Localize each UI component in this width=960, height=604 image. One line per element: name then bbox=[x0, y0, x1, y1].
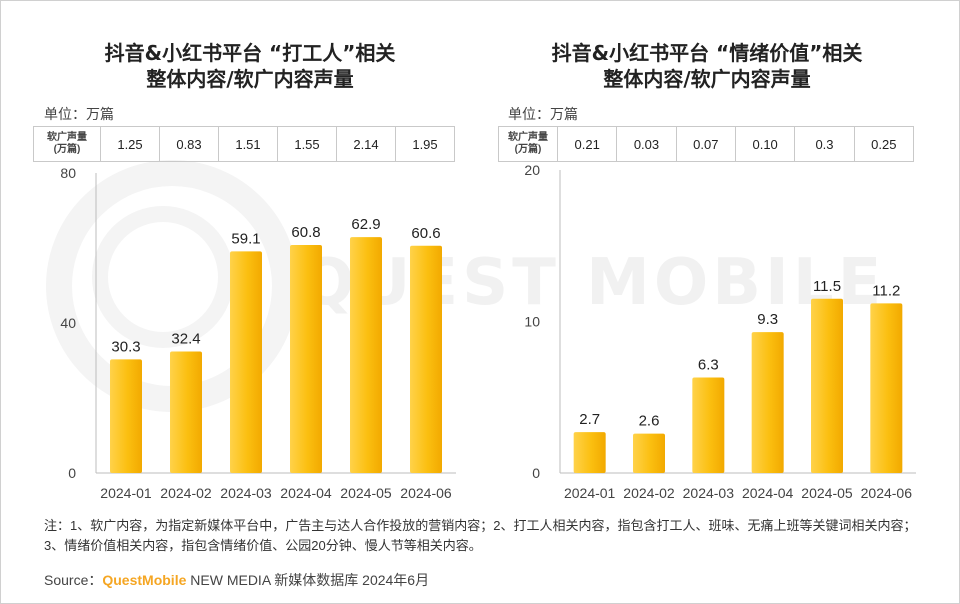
bar bbox=[290, 245, 322, 473]
y-tick-label: 20 bbox=[524, 162, 540, 178]
sales-table-cell: 0.83 bbox=[159, 126, 219, 162]
sales-table-cell: 0.10 bbox=[734, 126, 796, 162]
sales-table-row: 软广声量 (万篇) 1.25 0.83 1.51 1.55 2.14 1.95 bbox=[33, 126, 455, 162]
x-tick-label: 2024-03 bbox=[220, 485, 272, 501]
bar bbox=[692, 377, 725, 473]
sales-table-cell: 0.03 bbox=[616, 126, 677, 162]
bar bbox=[633, 433, 665, 473]
left-chart-title-line1: 抖音&小红书平台 “打工人”相关 bbox=[104, 41, 396, 65]
left-chart-title-line2: 整体内容/软广内容声量 bbox=[146, 67, 354, 91]
x-tick-label: 2024-06 bbox=[400, 485, 452, 501]
x-tick-label: 2024-04 bbox=[280, 485, 332, 501]
y-tick-label: 0 bbox=[532, 465, 540, 481]
x-tick-label: 2024-05 bbox=[340, 485, 392, 501]
source-prefix: Source： bbox=[44, 572, 103, 588]
bar bbox=[110, 359, 142, 473]
x-tick-label: 2024-06 bbox=[861, 485, 913, 501]
sales-table-cell: 1.25 bbox=[100, 126, 160, 162]
right-unit-label: 单位：万篇 bbox=[508, 106, 578, 122]
left-chart-title: 抖音&小红书平台 “打工人”相关 整体内容/软广内容声量 bbox=[60, 40, 440, 92]
data-label: 2.6 bbox=[639, 413, 660, 430]
x-tick-label: 2024-04 bbox=[742, 485, 794, 501]
data-label: 6.3 bbox=[698, 357, 719, 374]
x-tick-label: 2024-02 bbox=[160, 485, 212, 501]
data-label: 30.3 bbox=[111, 338, 140, 355]
bar bbox=[170, 351, 202, 473]
bar bbox=[751, 332, 784, 473]
left-bar-chart: 0 40 80 30.3 2024-01 32.4 2024-02 59.1 2024-03 60… bbox=[60, 165, 456, 501]
sales-table-cell: 1.55 bbox=[277, 126, 337, 162]
x-tick-label: 2024-05 bbox=[801, 485, 853, 501]
bar bbox=[230, 251, 262, 473]
data-label: 60.6 bbox=[411, 225, 440, 242]
data-label: 60.8 bbox=[291, 224, 320, 241]
x-tick-label: 2024-03 bbox=[683, 485, 735, 501]
y-tick-label: 0 bbox=[68, 465, 76, 481]
data-label: 9.3 bbox=[757, 311, 778, 328]
x-tick-label: 2024-01 bbox=[564, 485, 616, 501]
bar bbox=[870, 303, 903, 473]
x-tick-label: 2024-02 bbox=[623, 485, 675, 501]
y-tick-label: 10 bbox=[524, 314, 540, 330]
bar bbox=[350, 237, 382, 473]
data-label: 11.5 bbox=[813, 278, 841, 295]
data-label: 59.1 bbox=[231, 230, 260, 247]
footnote: 注：1、软广内容，为指定新媒体平台中，广告主与达人合作投放的营销内容；2、打工人… bbox=[44, 518, 917, 553]
data-label: 62.9 bbox=[351, 216, 380, 233]
sales-table-cell: 0.3 bbox=[794, 126, 855, 162]
left-sales-table: 软广声量 (万篇) 1.25 0.83 1.51 1.55 2.14 1.95 bbox=[33, 126, 455, 162]
sales-table-cell: 2.14 bbox=[336, 126, 396, 162]
bar bbox=[811, 298, 843, 473]
data-label: 2.7 bbox=[579, 411, 600, 428]
sales-table-header: 软广声量 (万篇) bbox=[33, 126, 101, 162]
sales-table-row: 软广声量 (万篇) 0.21 0.03 0.07 0.10 0.3 0.25 bbox=[498, 126, 915, 162]
right-bar-chart: 0 10 20 2.7 2024-01 2.6 2024-02 6.3 2024-03 9.3 20… bbox=[524, 162, 916, 501]
right-chart-title-line2: 整体内容/软广内容声量 bbox=[603, 67, 811, 91]
right-sales-table: 软广声量 (万篇) 0.21 0.03 0.07 0.10 0.3 0.25 bbox=[498, 126, 915, 162]
data-label: 11.2 bbox=[872, 282, 900, 299]
sales-table-cell: 1.51 bbox=[218, 126, 278, 162]
left-unit-label: 单位：万篇 bbox=[44, 106, 114, 122]
sales-table-cell: 0.07 bbox=[675, 126, 736, 162]
sales-table-header: 软广声量 (万篇) bbox=[498, 126, 558, 162]
data-label: 32.4 bbox=[171, 331, 200, 348]
bar bbox=[410, 245, 442, 473]
watermark-text: QUEST MOBILE bbox=[300, 246, 886, 320]
source-line: Source：QuestMobile NEW MEDIA 新媒体数据库 2024… bbox=[44, 570, 429, 590]
right-chart-title-line1: 抖音&小红书平台 “情绪价值”相关 bbox=[551, 41, 863, 65]
source-suffix: NEW MEDIA 新媒体数据库 2024年6月 bbox=[186, 572, 430, 588]
x-tick-label: 2024-01 bbox=[100, 485, 152, 501]
sales-table-cell: 1.95 bbox=[395, 126, 455, 162]
y-tick-label: 80 bbox=[60, 165, 76, 181]
bar bbox=[573, 432, 606, 473]
sales-table-cell: 0.21 bbox=[556, 126, 618, 162]
source-brand: QuestMobile bbox=[102, 572, 187, 588]
y-tick-label: 40 bbox=[60, 315, 76, 331]
sales-table-cell: 0.25 bbox=[853, 126, 915, 162]
right-chart-title: 抖音&小红书平台 “情绪价值”相关 整体内容/软广内容声量 bbox=[512, 40, 902, 92]
